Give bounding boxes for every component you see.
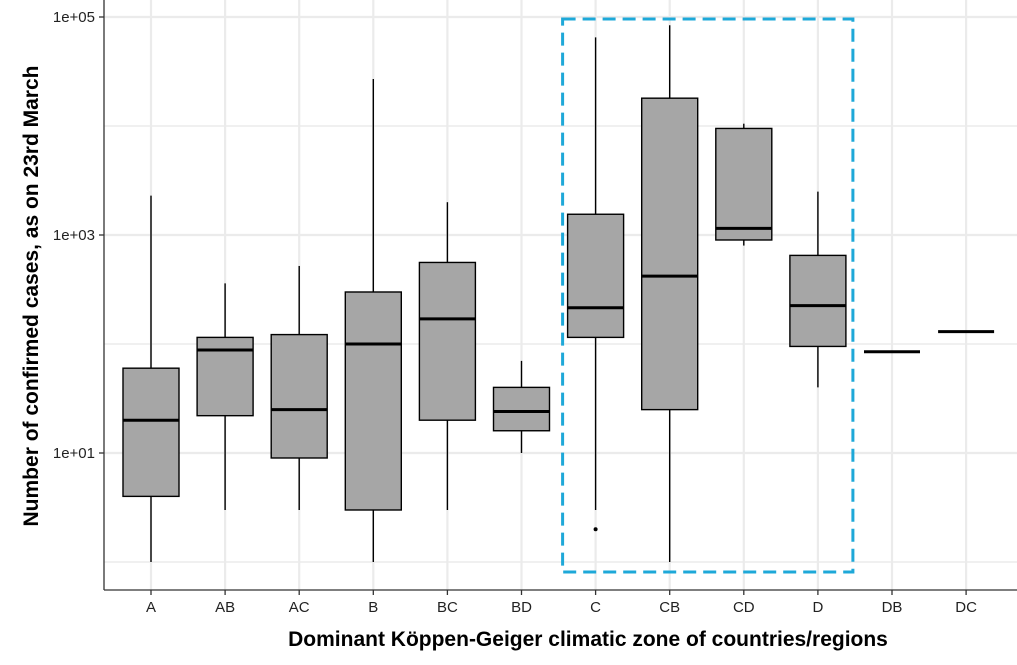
iqr-box (641, 97, 699, 411)
box-BC (418, 202, 477, 510)
y-tick-label: 1e+01 (53, 445, 95, 462)
box-AC (270, 265, 328, 510)
grid-lines (104, 0, 1017, 590)
iqr-box (122, 367, 180, 498)
x-ticks: A AB AC B BC BD C CB CD D DB DC (146, 590, 977, 616)
box-D (789, 191, 847, 388)
iqr-box (270, 333, 328, 459)
x-tick-label: CD (733, 599, 755, 616)
box-CB (641, 25, 699, 562)
x-tick-label: DB (882, 599, 903, 616)
iqr-box (418, 261, 477, 421)
iqr-box (789, 254, 847, 348)
iqr-box (344, 291, 402, 511)
x-tick-label: BC (437, 599, 458, 616)
box-CD (715, 123, 773, 246)
box-BD (492, 360, 551, 453)
x-tick-label: DC (955, 599, 977, 616)
iqr-box (492, 386, 551, 432)
x-tick-label: A (146, 599, 156, 616)
box-B (344, 78, 402, 562)
x-tick-label: C (590, 599, 601, 616)
iqr-box (715, 127, 773, 241)
x-tick-label: BD (511, 599, 532, 616)
axes (103, 0, 1017, 591)
x-tick-label: B (368, 599, 378, 616)
iqr-box (566, 213, 625, 339)
boxes (122, 25, 995, 562)
y-tick-label: 1e+05 (53, 9, 95, 26)
y-axis-title: Number of confirmed cases, as on 23rd Ma… (20, 66, 43, 527)
x-tick-label: AB (215, 599, 235, 616)
box-A (122, 195, 180, 562)
x-tick-label: D (812, 599, 823, 616)
y-ticks: 1e+01 1e+03 1e+05 (53, 9, 104, 462)
box-AB (196, 283, 254, 510)
outlier-point (593, 527, 598, 532)
x-axis-title: Dominant Köppen-Geiger climatic zone of … (288, 628, 888, 651)
x-tick-label: CB (659, 599, 680, 616)
highlight-region (561, 17, 855, 574)
x-tick-label: AC (289, 599, 310, 616)
box-C (566, 37, 625, 532)
y-tick-label: 1e+03 (53, 227, 95, 244)
